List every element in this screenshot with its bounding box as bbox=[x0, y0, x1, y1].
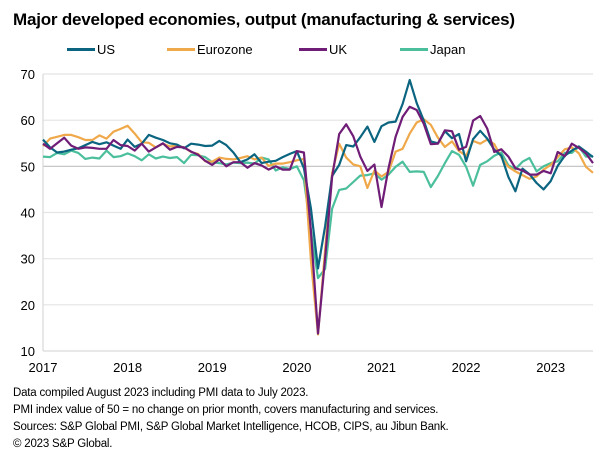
x-tick-label: 2018 bbox=[113, 360, 142, 375]
legend-label-uk: UK bbox=[329, 42, 348, 57]
legend-label-us: US bbox=[97, 42, 116, 57]
x-tick-label: 2017 bbox=[29, 360, 58, 375]
series-line-japan bbox=[42, 145, 594, 280]
note-pmi-definition: PMI index value of 50 = no change on pri… bbox=[13, 404, 439, 416]
note-data-compiled: Data compiled August 2023 including PMI … bbox=[13, 387, 309, 399]
legend-label-eurozone: Eurozone bbox=[197, 42, 253, 57]
y-tick-label: 20 bbox=[21, 298, 35, 313]
legend-swatch-us bbox=[67, 48, 95, 51]
y-tick-label: 10 bbox=[21, 344, 35, 359]
y-tick-label: 30 bbox=[21, 252, 35, 267]
y-tick-label: 70 bbox=[21, 67, 35, 82]
legend-item-us: US bbox=[67, 42, 115, 57]
legend-swatch-eurozone bbox=[167, 48, 195, 51]
y-tick-label: 60 bbox=[21, 113, 35, 128]
legend-item-eurozone: Eurozone bbox=[167, 42, 253, 57]
x-tick-label: 2020 bbox=[282, 360, 311, 375]
series-line-eurozone bbox=[42, 118, 594, 336]
gridlines bbox=[43, 73, 593, 352]
series-line-us bbox=[42, 78, 594, 270]
y-tick-label: 40 bbox=[21, 206, 35, 221]
x-tick-label: 2019 bbox=[198, 360, 227, 375]
legend-label-japan: Japan bbox=[430, 42, 466, 57]
note-copyright: © 2023 S&P Global. bbox=[13, 438, 113, 450]
series-lines bbox=[42, 78, 594, 336]
x-axis-tick-labels: 2017 2018 2019 2020 2021 2022 2023 bbox=[29, 360, 566, 375]
x-tick-label: 2022 bbox=[452, 360, 481, 375]
legend-swatch-uk bbox=[299, 48, 327, 51]
legend-swatch-japan bbox=[400, 48, 428, 51]
note-sources: Sources: S&P Global PMI, S&P Global Mark… bbox=[13, 421, 449, 433]
chart-legend: US Eurozone UK Japan bbox=[0, 42, 614, 60]
y-axis-tick-labels: 10 20 30 40 50 60 70 bbox=[21, 67, 35, 359]
x-tick-label: 2021 bbox=[367, 360, 396, 375]
legend-item-uk: UK bbox=[299, 42, 347, 57]
legend-item-japan: Japan bbox=[400, 42, 465, 57]
chart-title: Major developed economies, output (manuf… bbox=[13, 10, 515, 29]
x-tick-label: 2023 bbox=[536, 360, 565, 375]
y-tick-label: 50 bbox=[21, 159, 35, 174]
chart-notes: Data compiled August 2023 including PMI … bbox=[13, 385, 449, 453]
series-line-uk bbox=[42, 105, 594, 335]
